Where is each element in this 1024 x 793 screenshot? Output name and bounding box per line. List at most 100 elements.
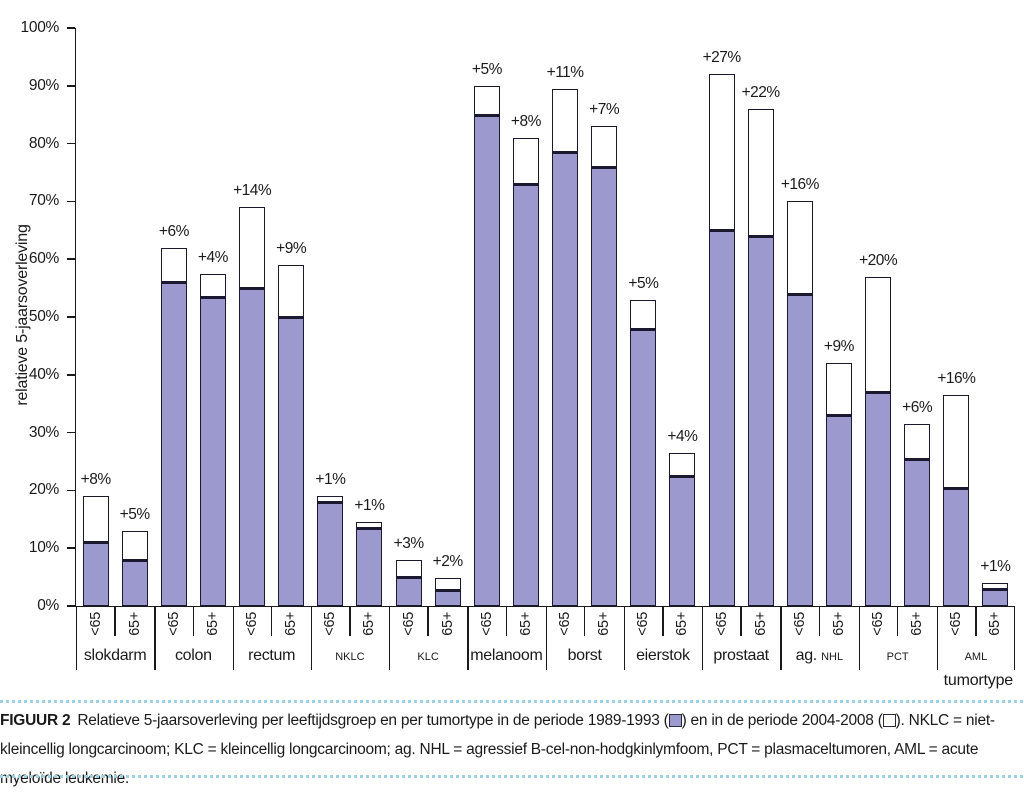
group-separator [389,606,391,670]
age-label: 65+ [830,612,847,636]
bar-segment-1989-1993 [826,414,851,605]
bar [943,395,970,606]
y-tick-label: 80% [28,134,59,152]
bar-segment-1989-1993 [866,391,891,605]
dotted-rule-bottom [0,775,1024,778]
increase-label: +4% [197,248,228,266]
bar-segment-1989-1993 [240,287,265,605]
y-axis-tick [67,431,75,434]
y-axis-tick [67,489,75,492]
increase-label: +8% [80,471,111,489]
caption-text-3: ). NKLC = niet-kleincellig longcarcinoom… [0,712,995,787]
increase-label: +27% [702,49,742,67]
increase-label: +4% [667,427,698,445]
group-label: borst [567,647,602,664]
bar-segment-1989-1993 [592,165,617,605]
bar-separator [192,606,195,636]
bar [317,496,344,606]
increase-label: +7% [589,101,620,119]
age-label: <65 [165,612,182,636]
group-label: rectum [248,647,296,664]
age-label: <65 [713,612,730,636]
group-separator [545,606,547,670]
bar [395,559,422,606]
increase-label: +16% [937,370,976,388]
bar-separator [818,606,821,636]
age-label: 65+ [987,612,1004,636]
bar-segment-1989-1993 [474,113,499,605]
bar [199,273,226,606]
y-axis-tick [67,547,75,549]
bar [591,126,618,606]
group-separator [702,606,704,670]
bar-separator [896,606,899,636]
increase-label: +22% [741,83,781,101]
group-label: AML [964,651,988,663]
y-tick-label: 0% [37,597,59,614]
age-label: <65 [244,612,261,636]
bar-segment-1989-1993 [357,526,382,605]
age-label: 65+ [517,612,534,636]
bar-separator [270,606,273,636]
age-label: 65+ [283,612,300,636]
bar [121,530,148,606]
bar-segment-1989-1993 [787,292,812,605]
y-axis-tick [67,85,75,87]
bar-segment-1989-1993 [83,541,108,605]
bar-segment-1989-1993 [161,281,186,605]
increase-label: +14% [233,182,272,200]
bar [552,88,579,606]
age-label: <65 [87,612,104,636]
age-label: 65+ [674,612,691,636]
bar-separator [583,606,586,636]
bar-segment-1989-1993 [748,235,773,605]
increase-label: +6% [902,398,933,416]
increase-label: +8% [510,112,541,130]
y-axis-tick [67,605,75,607]
age-label: 65+ [596,612,613,636]
increase-label: +1% [315,471,346,489]
age-label: <65 [948,612,965,636]
increase-label: +16% [780,176,820,194]
bar [786,201,813,606]
increase-label: +1% [980,557,1011,575]
increase-label: +1% [354,497,385,515]
figure-caption: FIGUUR 2 Relatieve 5-jaarsoverleving per … [0,706,1020,793]
y-axis-tick [67,200,75,203]
group-label: melanoom [470,647,543,664]
bar [747,108,774,606]
increase-label: +6% [158,222,189,240]
bar [904,423,931,606]
bar-segment-1989-1993 [983,587,1008,605]
group-separator [76,606,78,670]
bar-separator [740,606,742,636]
group-separator [780,606,782,670]
y-tick-label: 40% [28,365,59,383]
y-axis-tick [67,316,75,318]
increase-label: +20% [859,251,898,269]
age-label: 65+ [361,612,378,636]
bar [512,137,539,606]
bar [708,74,735,606]
increase-label: +11% [546,63,584,81]
bar-segment-1989-1993 [553,151,578,605]
y-tick-label: 70% [28,192,59,210]
y-axis-tick [67,142,75,145]
group-label: NKLC [335,651,365,663]
bar-separator [662,606,664,636]
group-separator [232,606,234,670]
group-separator [310,606,313,670]
bar [278,264,305,606]
bar-separator [975,606,977,636]
bar [669,452,696,606]
increase-label: +9% [823,338,854,356]
bar-segment-1989-1993 [944,486,969,605]
bar-segment-1989-1993 [513,183,538,605]
age-label: <65 [635,612,652,636]
bar-segment-1989-1993 [122,558,147,605]
y-tick-label: 60% [28,250,59,268]
age-label: 65+ [126,612,143,636]
bar-segment-1989-1993 [631,327,656,605]
age-label: <65 [478,612,495,636]
y-tick-label: 10% [28,539,59,557]
